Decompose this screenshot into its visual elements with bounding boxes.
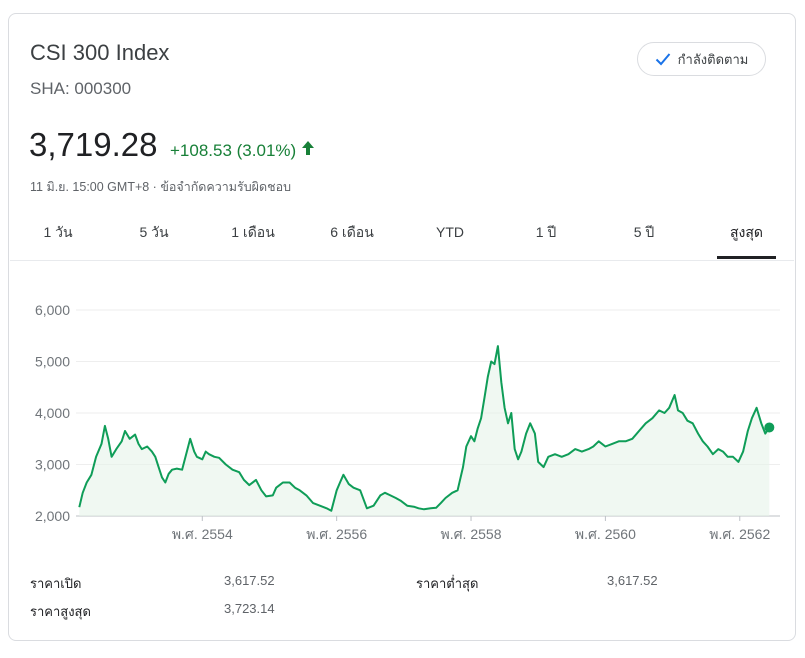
x-tick-label: พ.ศ. 2562 <box>709 526 770 542</box>
tab-5-years[interactable]: 5 ปี <box>633 224 655 240</box>
range-tabs: 1 วัน 5 วัน 1 เดือน 6 เดือน YTD 1 ปี 5 ป… <box>10 210 794 261</box>
series-area <box>79 346 770 516</box>
stock-card <box>8 13 796 641</box>
arrow-up-icon <box>301 140 315 161</box>
tab-ytd[interactable]: YTD <box>436 224 464 240</box>
price-change: +108.53 (3.01%) <box>170 140 315 161</box>
x-tick-label: พ.ศ. 2558 <box>441 526 502 542</box>
tab-6-months[interactable]: 6 เดือน <box>330 224 374 240</box>
price-chart[interactable]: 2,000 3,000 4,000 5,000 6,000 พ.ศ. 2554 พ.ศ. 2… <box>0 280 805 550</box>
tab-1-day[interactable]: 1 วัน <box>43 224 73 240</box>
x-tick-label: พ.ศ. 2560 <box>575 526 636 542</box>
series-line <box>78 345 771 512</box>
high-value: 3,723.14 <box>224 601 275 616</box>
high-label: ราคาสูงสุด <box>30 604 91 619</box>
ticker-symbol: SHA: 000300 <box>30 79 132 98</box>
y-tick-label: 4,000 <box>35 405 70 421</box>
current-price: 3,719.28 <box>29 126 158 163</box>
y-tick-label: 2,000 <box>35 508 70 524</box>
open-value: 3,617.52 <box>224 573 275 588</box>
y-tick-label: 5,000 <box>35 354 70 370</box>
x-tick-label: พ.ศ. 2554 <box>172 526 233 542</box>
quote-timestamp[interactable]: 11 มิ.ย. 15:00 GMT+8 · ข้อจำกัดความรับผิ… <box>30 180 292 194</box>
y-tick-label: 3,000 <box>35 457 70 473</box>
tab-1-month[interactable]: 1 เดือน <box>231 224 275 240</box>
index-title: CSI 300 Index <box>30 40 170 65</box>
last-point-marker <box>764 422 775 433</box>
tab-max[interactable]: สูงสุด <box>717 210 776 259</box>
low-label: ราคาต่ำสุด <box>416 576 479 591</box>
price-change-text: +108.53 (3.01%) <box>170 140 297 160</box>
low-value: 3,617.52 <box>607 573 658 588</box>
x-tick-label: พ.ศ. 2556 <box>306 526 367 542</box>
following-label: กำลังติดตาม <box>677 51 749 67</box>
open-label: ราคาเปิด <box>30 576 82 591</box>
y-tick-label: 6,000 <box>35 302 70 318</box>
tab-1-year[interactable]: 1 ปี <box>535 224 557 240</box>
tab-5-days[interactable]: 5 วัน <box>139 224 169 240</box>
check-icon <box>655 52 671 66</box>
following-button[interactable]: กำลังติดตาม <box>637 42 766 76</box>
